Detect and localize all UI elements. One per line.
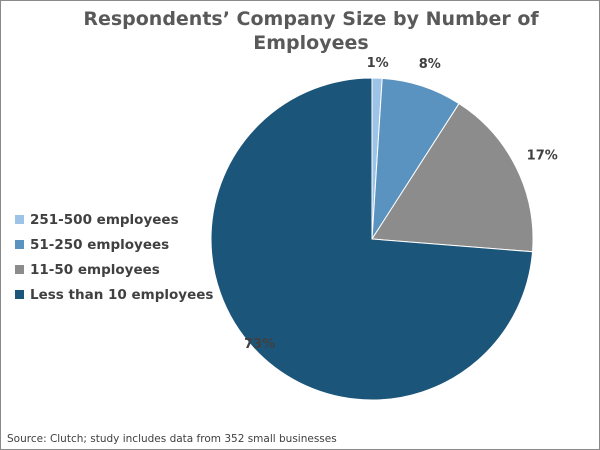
source-note: Source: Clutch; study includes data from… [7,433,337,445]
legend-item: Less than 10 employees [15,282,213,307]
legend-label: Less than 10 employees [30,286,214,303]
legend-swatch [15,265,24,274]
legend-item: 251-500 employees [15,207,213,232]
legend-item: 51-250 employees [15,232,213,257]
data-label: 1% [367,56,389,71]
legend-label: 51-250 employees [30,236,170,253]
legend-label: 251-500 employees [30,211,179,228]
data-label: 73% [244,337,275,352]
legend-swatch [15,215,24,224]
legend-swatch [15,240,24,249]
legend-item: 11-50 employees [15,257,213,282]
legend-label: 11-50 employees [30,261,160,278]
data-label: 8% [419,57,441,72]
pie-slice [371,102,534,253]
legend-swatch [15,290,24,299]
data-label: 17% [527,149,558,164]
pie-slice [210,77,534,401]
legend: 251-500 employees 51-250 employees 11-50… [15,207,213,307]
chart-title: Respondents’ Company Size by Number of E… [83,8,539,54]
